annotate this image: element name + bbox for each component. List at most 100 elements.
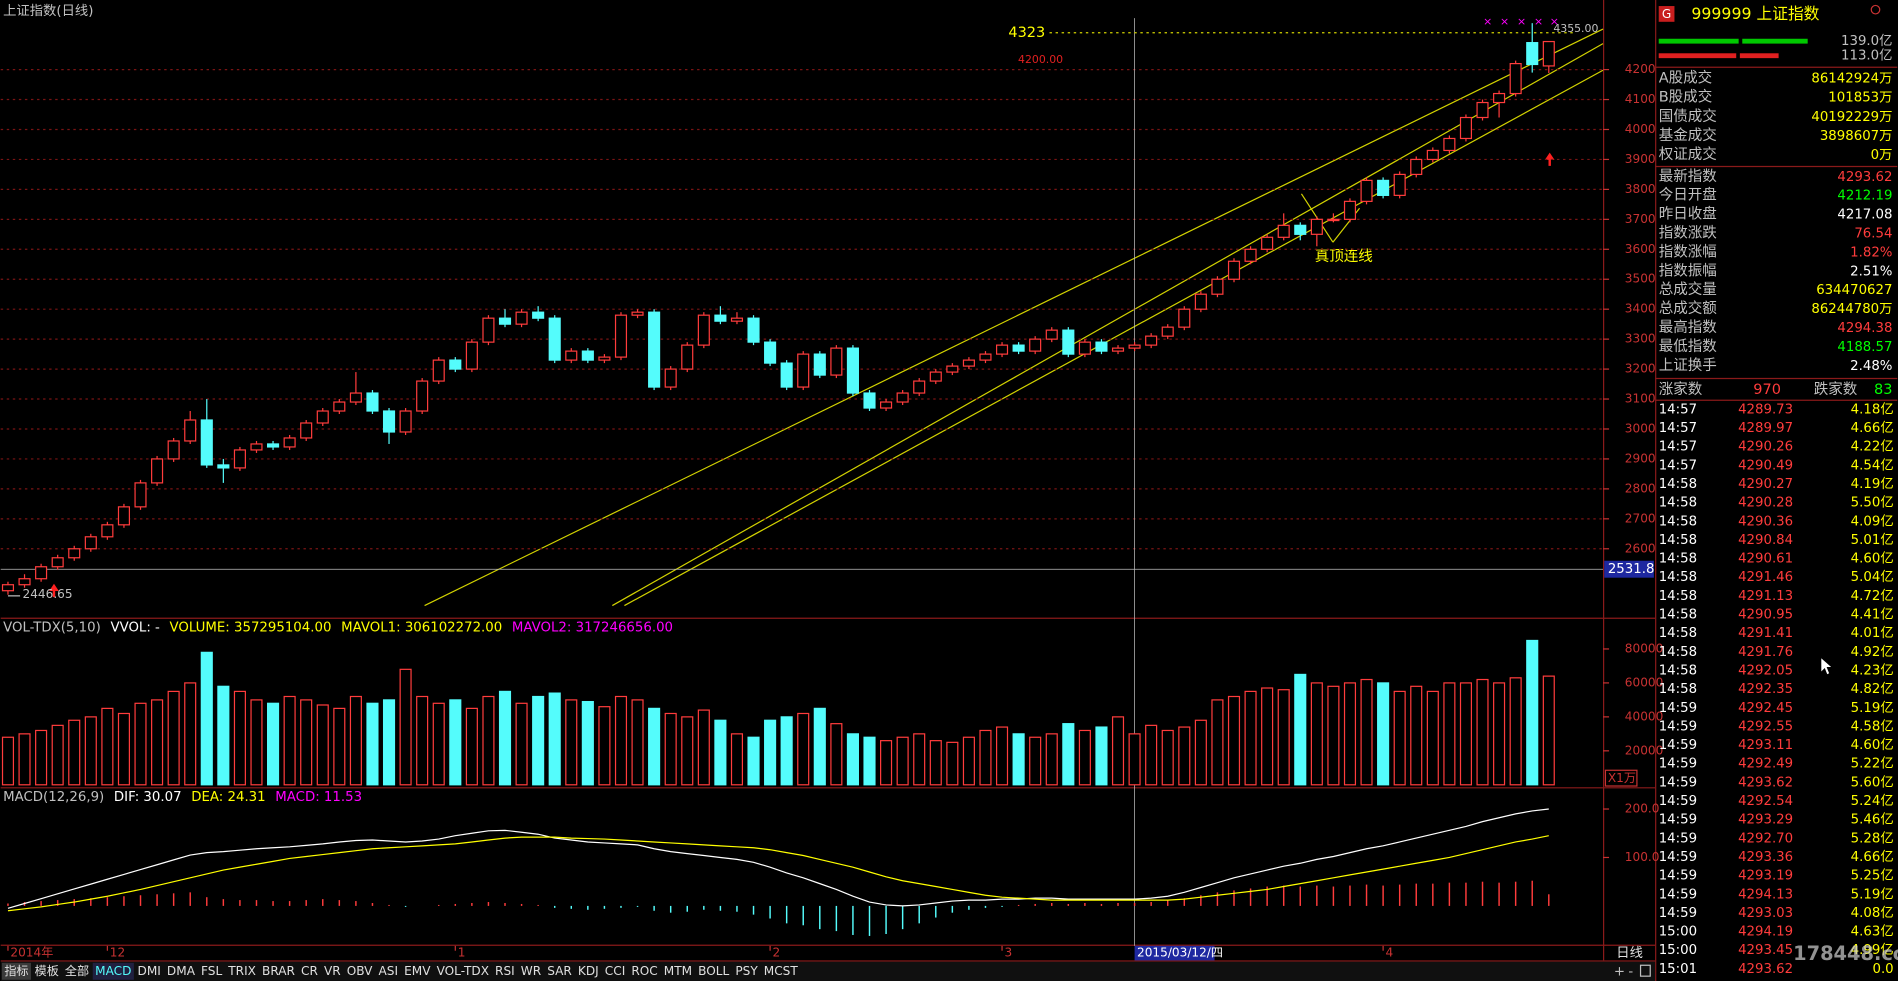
- candle-body: [1161, 326, 1174, 337]
- volume-bar: [1526, 639, 1539, 786]
- toolbar-tab[interactable]: CR: [301, 964, 318, 978]
- toolbar-tab[interactable]: ASI: [379, 964, 399, 978]
- tick-amount: 5.46亿: [1851, 812, 1894, 828]
- toolbar-tab[interactable]: FSL: [201, 964, 222, 978]
- toolbar-tab[interactable]: MACD: [95, 964, 131, 978]
- candle-body: [730, 317, 744, 322]
- info-value: 4212.19: [1837, 189, 1892, 204]
- info-value: 2.51%: [1850, 264, 1892, 279]
- volume-bar: [929, 740, 942, 786]
- legend-entry: MAVOL2: 317246656.00: [512, 620, 673, 635]
- volume-bar: [1410, 685, 1423, 786]
- y-tick-label: 20000: [1625, 743, 1664, 757]
- candle-body: [283, 437, 296, 448]
- legend-entry: VVOL: -: [110, 620, 160, 635]
- tick-amount: 4.58亿: [1851, 718, 1894, 734]
- info-label: B股成交: [1659, 88, 1713, 106]
- trend-lines: [424, 28, 1604, 607]
- candle-body: [565, 350, 578, 361]
- candle-body: [581, 350, 594, 361]
- toolbar-tab[interactable]: EMV: [404, 964, 431, 978]
- tick-price: 4290.27: [1738, 477, 1793, 492]
- volume-bar: [962, 736, 975, 786]
- volume-bar: [913, 733, 926, 786]
- toolbar-tab[interactable]: KDJ: [578, 964, 599, 978]
- toolbar-tab[interactable]: CCI: [605, 964, 625, 978]
- toolbar-button[interactable]: [1639, 964, 1651, 977]
- tick-price: 4291.41: [1738, 626, 1793, 641]
- info-value: 86142924万: [1811, 72, 1892, 87]
- legend-entry: MACD: 11.53: [275, 790, 362, 805]
- tick-amount: 5.28亿: [1851, 830, 1894, 846]
- volume-bar: [1542, 675, 1555, 786]
- volume-bar: [1045, 733, 1058, 786]
- toolbar-tab[interactable]: OBV: [347, 964, 373, 978]
- info-value: 1.82%: [1850, 245, 1892, 260]
- tick-amount: 4.99亿: [1851, 942, 1894, 958]
- toolbar-tab[interactable]: MTM: [664, 964, 692, 978]
- candle-body: [349, 392, 362, 403]
- volume-bar: [416, 695, 429, 786]
- candle-body: [548, 317, 561, 361]
- tick-price: 4294.13: [1738, 887, 1793, 902]
- toolbar-tab[interactable]: MCST: [764, 964, 799, 978]
- y-tick-label: 2800: [1625, 481, 1656, 495]
- candle-body: [217, 464, 230, 469]
- tick-time: 14:58: [1659, 682, 1697, 697]
- info-value: 101853万: [1828, 91, 1892, 106]
- legend-entry: VOLUME: 357295104.00: [170, 620, 332, 635]
- tick-time: 14:57: [1659, 458, 1697, 473]
- tick-price: 4293.62: [1738, 962, 1793, 977]
- volume-bar: [730, 733, 744, 786]
- toolbar-tab[interactable]: PSY: [735, 964, 758, 978]
- volume-bar: [1261, 687, 1274, 786]
- toolbar-tab[interactable]: TRIX: [227, 964, 256, 978]
- corner-icon[interactable]: [1870, 4, 1881, 15]
- candle-body: [913, 380, 926, 394]
- macd-line: [7, 808, 1549, 909]
- candle-body: [614, 314, 628, 358]
- candle-body: [1111, 347, 1125, 352]
- tick-amount: 4.60亿: [1851, 737, 1894, 753]
- tick-amount: 5.60亿: [1851, 774, 1894, 790]
- period-label[interactable]: 日线: [1616, 945, 1643, 961]
- volume-bar: [747, 736, 760, 786]
- toolbar-button[interactable]: +: [1614, 964, 1625, 979]
- volume-bar: [1327, 685, 1340, 786]
- toolbar-tab[interactable]: 模板: [35, 964, 59, 978]
- candle-body: [1526, 42, 1539, 66]
- toolbar-tab[interactable]: DMA: [167, 964, 196, 978]
- info-value: 76.54: [1854, 227, 1892, 242]
- toolbar-button[interactable]: -: [1628, 964, 1633, 979]
- volume-bar: [217, 685, 230, 786]
- toolbar-tab[interactable]: BOLL: [698, 964, 729, 978]
- y-tick-label: 100.0: [1625, 850, 1660, 864]
- toolbar-tab[interactable]: VOL-TDX: [437, 964, 489, 978]
- toolbar-tab[interactable]: 指标: [4, 963, 28, 978]
- candle-body: [382, 410, 396, 433]
- candle-body: [631, 311, 644, 316]
- candle-body: [648, 311, 661, 388]
- volume-bar: [979, 729, 992, 786]
- tick-amount: 4.23亿: [1851, 662, 1894, 678]
- toolbar-tab[interactable]: SAR: [547, 964, 572, 978]
- toolbar-tab[interactable]: 全部: [65, 963, 89, 978]
- volume-bar: [399, 668, 412, 786]
- x-tick-label: 1: [458, 946, 466, 960]
- candle-body: [167, 440, 180, 460]
- volume-bar: [880, 740, 893, 786]
- toolbar-tab[interactable]: VR: [324, 964, 341, 978]
- volume-bar: [1393, 690, 1406, 786]
- y-tick-label: 2900: [1625, 451, 1656, 465]
- toolbar-tab[interactable]: DMI: [138, 964, 161, 978]
- toolbar-tab[interactable]: WR: [521, 964, 542, 978]
- info-label: 今日开盘: [1659, 186, 1717, 204]
- tick-amount: 4.18亿: [1851, 401, 1894, 417]
- toolbar-tab[interactable]: ROC: [631, 964, 657, 978]
- signal-mark: ×: [1550, 15, 1559, 28]
- x-tick-label: 12: [110, 946, 125, 960]
- x-tick-label: 4: [1386, 946, 1394, 960]
- volume-bar: [366, 702, 379, 786]
- toolbar-tab[interactable]: RSI: [495, 964, 515, 978]
- toolbar-tab[interactable]: BRAR: [262, 964, 296, 978]
